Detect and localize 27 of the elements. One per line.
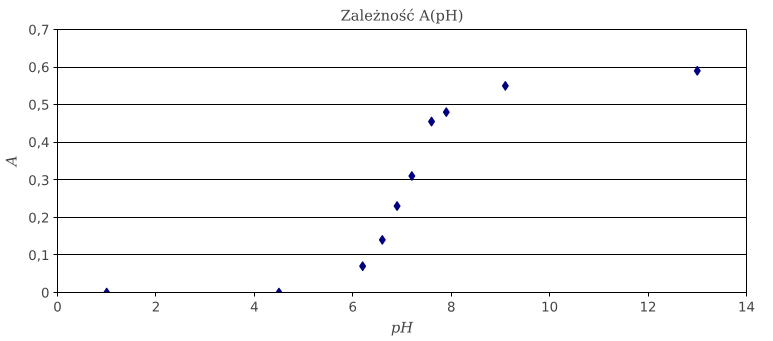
- x-axis-title: pH: [390, 320, 414, 336]
- point: [359, 261, 366, 272]
- point: [428, 116, 436, 127]
- y-tick-label: 0,3: [28, 174, 50, 189]
- x-tick-label: 6: [348, 300, 358, 316]
- y-tick-label: 0,4: [28, 136, 50, 152]
- chart-title: Zależność A(pH): [340, 8, 464, 24]
- x-tick-label: 2: [152, 300, 160, 316]
- y-tick-label: 0,2: [28, 211, 50, 226]
- point: [394, 201, 401, 212]
- y-tick-label: 0,1: [28, 248, 50, 264]
- x-tick-label: 0: [53, 300, 62, 316]
- point: [502, 80, 509, 91]
- y-tick-label: 0,7: [28, 24, 50, 38]
- y-tick-label: 0: [41, 286, 50, 302]
- x-tick-label: 10: [541, 300, 558, 316]
- x-tick-label: 12: [640, 300, 657, 316]
- point: [442, 107, 450, 118]
- x-tick-label: 14: [738, 300, 755, 316]
- x-tick-label: 4: [250, 300, 259, 316]
- point: [694, 66, 701, 76]
- point: [378, 234, 386, 245]
- y-tick-label: 0,5: [28, 98, 50, 114]
- x-tick-label: 8: [446, 300, 456, 316]
- y-tick-label: 0,6: [28, 61, 50, 76]
- point: [408, 171, 416, 182]
- y-axis-title: A: [3, 156, 20, 168]
